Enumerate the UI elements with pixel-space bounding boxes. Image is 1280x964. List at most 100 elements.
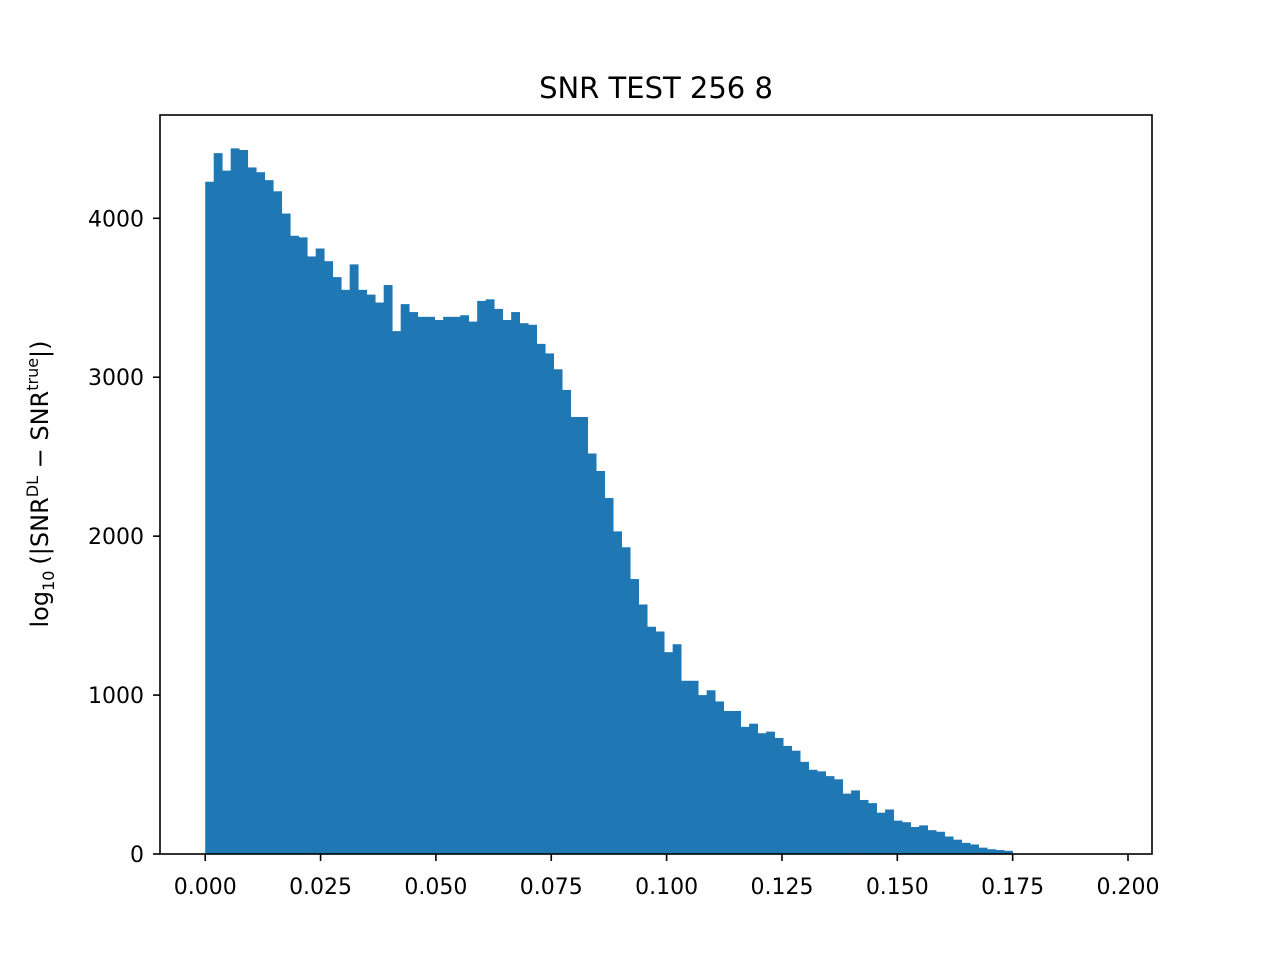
y-tick-label: 1000 xyxy=(88,684,144,709)
x-tick-label: 0.150 xyxy=(866,875,929,900)
histogram-bar xyxy=(851,790,860,854)
histogram-bar xyxy=(698,695,708,854)
histogram-bar xyxy=(902,822,911,854)
histogram-bar xyxy=(349,264,359,854)
histogram-bar xyxy=(315,248,325,855)
histogram-bar xyxy=(434,320,444,854)
histogram-bar xyxy=(910,826,920,854)
histogram-bar xyxy=(579,416,589,854)
histogram-bar xyxy=(893,820,903,854)
histogram-bar xyxy=(392,331,402,854)
y-tick-label: 0 xyxy=(130,843,144,868)
histogram-bar xyxy=(213,153,223,854)
histogram-bar xyxy=(876,812,886,854)
histogram-bar xyxy=(264,180,274,855)
y-axis-ticks: 0 1000 2000 3000 4000 xyxy=(88,207,160,868)
histogram-bar xyxy=(298,237,308,854)
histogram-bar xyxy=(859,799,869,854)
histogram-bar xyxy=(672,644,682,854)
histogram-bar xyxy=(460,315,470,855)
histogram-bar xyxy=(927,830,937,854)
histogram-bar xyxy=(400,304,410,854)
histogram-bar xyxy=(205,181,215,854)
histogram-bar xyxy=(783,745,792,854)
histogram-bar xyxy=(817,771,826,854)
histogram-bar xyxy=(485,299,495,855)
histogram-bar xyxy=(570,416,580,854)
histogram-bar xyxy=(587,453,597,854)
histogram-bar xyxy=(239,149,249,854)
histogram-bar xyxy=(307,256,317,855)
x-axis-ticks: 0.000 0.025 0.050 0.075 0.100 0.125 0.150 0.175… xyxy=(174,854,1160,900)
y-axis-label-prefix: log xyxy=(26,591,54,628)
histogram-bar xyxy=(885,809,894,854)
x-tick-label: 0.175 xyxy=(981,875,1044,900)
histogram-bar xyxy=(630,579,640,854)
histogram-bar xyxy=(723,710,733,854)
histogram-bar xyxy=(800,761,809,854)
y-tick-label: 3000 xyxy=(88,366,144,391)
y-axis-label-prefix-subscript: 10 xyxy=(39,571,58,591)
histogram-bar xyxy=(553,369,563,854)
histogram-bar xyxy=(638,604,648,854)
x-tick-label: 0.050 xyxy=(404,875,467,900)
histogram-bar xyxy=(383,285,393,855)
histogram-bar xyxy=(324,261,334,854)
histogram-bar xyxy=(273,191,283,854)
histogram-bar xyxy=(332,277,342,854)
histogram-bar xyxy=(468,321,478,854)
histogram-bar xyxy=(970,844,979,854)
histogram-bar xyxy=(655,631,665,854)
histogram-bar xyxy=(290,235,300,855)
histogram-bar xyxy=(936,831,945,854)
y-axis-label-superscript-dl: DL xyxy=(23,476,42,497)
histogram-bar xyxy=(536,343,546,854)
histogram-bar xyxy=(953,839,962,854)
histogram-bar xyxy=(808,769,818,854)
histogram-bar xyxy=(417,316,427,854)
histogram-bar xyxy=(740,726,750,854)
histogram-bar xyxy=(604,498,614,854)
x-tick-label: 0.125 xyxy=(750,875,813,900)
histogram-bar xyxy=(519,323,529,854)
histogram-bar xyxy=(774,737,784,854)
histogram-bar xyxy=(613,531,623,854)
y-axis-label-open: (|SNR xyxy=(26,497,54,564)
histogram-bar xyxy=(825,776,835,854)
histogram-bar xyxy=(791,750,801,854)
histogram-bar xyxy=(944,836,954,854)
histogram-bar xyxy=(426,316,436,854)
histogram-bar xyxy=(222,170,232,854)
histogram-bar xyxy=(842,793,852,854)
histogram-bar xyxy=(1004,850,1013,854)
plot-area-frame xyxy=(159,114,1153,855)
histogram-bar xyxy=(528,324,538,854)
histogram-bar xyxy=(281,213,291,855)
histogram-bar xyxy=(562,389,572,854)
histogram-bar xyxy=(511,312,521,855)
y-tick-label: 2000 xyxy=(88,525,144,550)
histogram-bar xyxy=(766,731,775,854)
histogram-bar xyxy=(834,779,843,854)
histogram-bar xyxy=(689,680,699,854)
histogram-bar xyxy=(681,680,691,854)
histogram-bar xyxy=(749,723,758,854)
y-tick-label: 4000 xyxy=(88,207,144,232)
histogram-bar xyxy=(664,652,674,854)
histogram-bar xyxy=(596,470,606,854)
x-tick-label: 0.000 xyxy=(174,875,237,900)
histogram-bar xyxy=(706,690,716,854)
y-axis-label-middle: − SNR xyxy=(26,391,54,476)
histogram-bar xyxy=(341,289,351,854)
histogram-bar xyxy=(995,850,1005,854)
histogram-bar xyxy=(919,825,928,854)
x-tick-label: 0.200 xyxy=(1097,875,1160,900)
histogram-bar xyxy=(358,289,368,854)
histogram-bar xyxy=(868,803,877,854)
histogram-bar xyxy=(256,172,266,855)
histogram-bar xyxy=(409,312,419,855)
x-tick-label: 0.100 xyxy=(635,875,698,900)
histogram-bar xyxy=(502,320,512,854)
histogram-bar xyxy=(494,308,504,854)
